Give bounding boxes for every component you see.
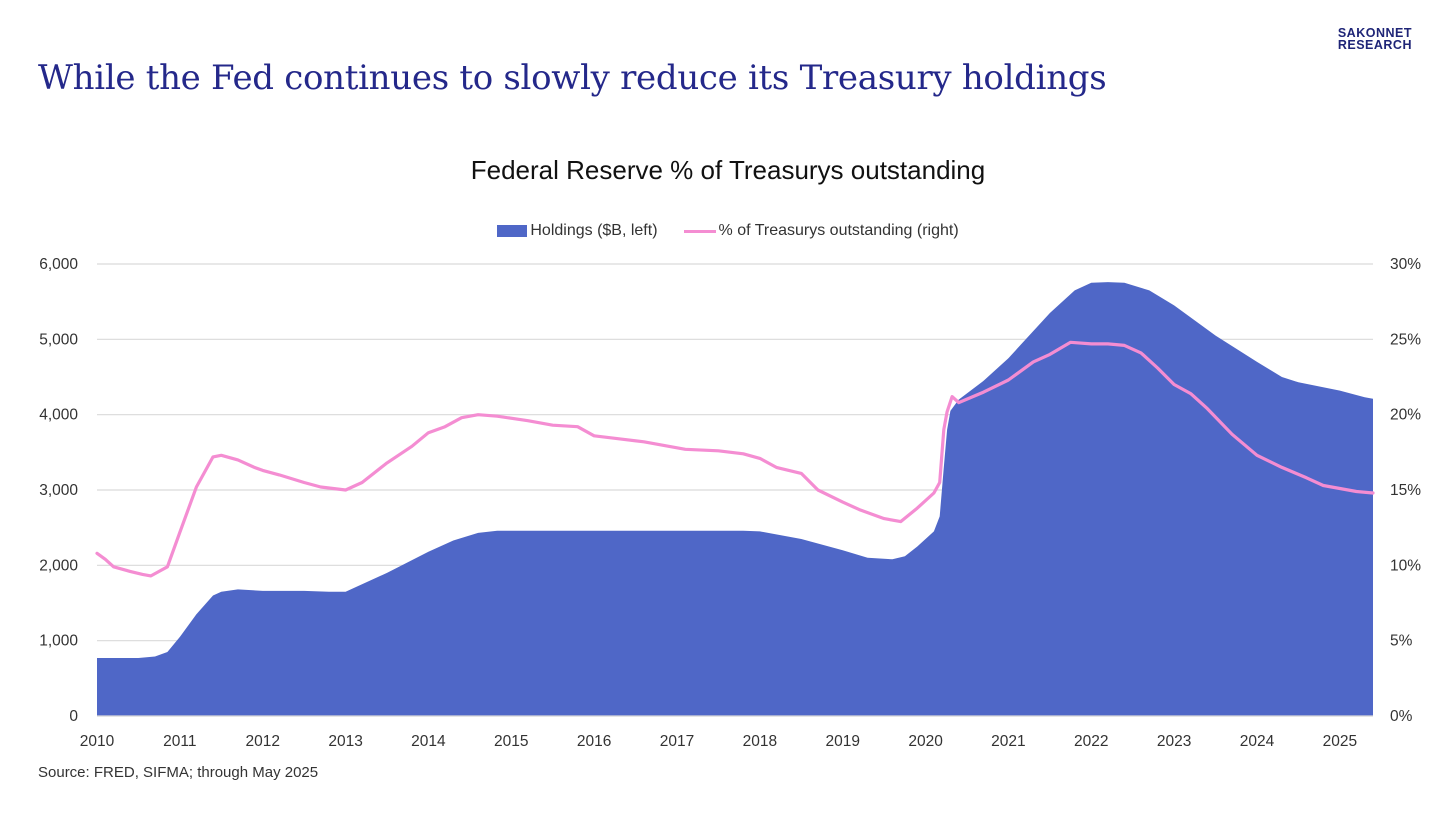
y-right-tick-label: 0% <box>1390 708 1413 725</box>
x-tick-label: 2013 <box>328 733 362 750</box>
x-tick-label: 2012 <box>245 733 279 750</box>
x-tick-label: 2017 <box>660 733 694 750</box>
y-right-tick-label: 5% <box>1390 633 1413 650</box>
percent-line <box>95 340 1375 578</box>
x-tick-label: 2025 <box>1323 733 1357 750</box>
y-right-tick-label: 20% <box>1390 407 1421 424</box>
x-tick-label: 2023 <box>1157 733 1191 750</box>
brand-logo-line1: SAKONNET <box>1337 26 1412 40</box>
x-tick-label: 2022 <box>1074 733 1108 750</box>
brand-logo-line2: RESEARCH <box>1337 38 1412 52</box>
x-tick-label: 2018 <box>743 733 777 750</box>
source-note: Source: FRED, SIFMA; through May 2025 <box>38 764 319 781</box>
slide-headline: While the Fed continues to slowly reduce… <box>38 58 1107 98</box>
legend-label-percent: % of Treasurys outstanding (right) <box>718 222 959 239</box>
legend-swatch-holdings <box>497 225 528 237</box>
y-left-tick-label: 2,000 <box>39 557 78 574</box>
y-left-tick-label: 1,000 <box>39 633 78 650</box>
holdings-area <box>97 282 1373 716</box>
x-tick-label: 2024 <box>1240 733 1275 750</box>
y-left-tick-label: 5,000 <box>39 331 78 348</box>
x-tick-label: 2011 <box>163 733 196 750</box>
brand-logo: SAKONNET RESEARCH <box>1337 26 1412 52</box>
x-tick-label: 2014 <box>411 733 446 750</box>
y-right-tick-label: 30% <box>1390 256 1421 273</box>
y-right-tick-label: 10% <box>1390 557 1421 574</box>
x-tick-label: 2019 <box>825 733 859 750</box>
legend-swatch-percent <box>683 229 716 233</box>
y-left-tick-label: 4,000 <box>39 407 78 424</box>
legend-item-percent: % of Treasurys outstanding (right) <box>683 222 959 240</box>
y-left-tick-label: 3,000 <box>39 482 78 499</box>
chart-legend: Holdings ($B, left) % of Treasurys outst… <box>0 222 1456 240</box>
x-tick-label: 2021 <box>991 733 1025 750</box>
y-right-tick-label: 25% <box>1390 331 1421 348</box>
y-right-tick-label: 15% <box>1390 482 1421 499</box>
x-tick-label: 2020 <box>908 733 943 750</box>
legend-label-holdings: Holdings ($B, left) <box>530 222 658 239</box>
chart-title: Federal Reserve % of Treasurys outstandi… <box>470 155 986 185</box>
x-tick-label: 2016 <box>577 733 611 750</box>
x-tick-label: 2015 <box>494 733 528 750</box>
y-left-tick-label: 6,000 <box>39 256 78 273</box>
x-tick-label: 2010 <box>80 733 115 750</box>
legend-item-holdings: Holdings ($B, left) <box>497 222 658 240</box>
y-left-tick-label: 0 <box>69 708 78 725</box>
